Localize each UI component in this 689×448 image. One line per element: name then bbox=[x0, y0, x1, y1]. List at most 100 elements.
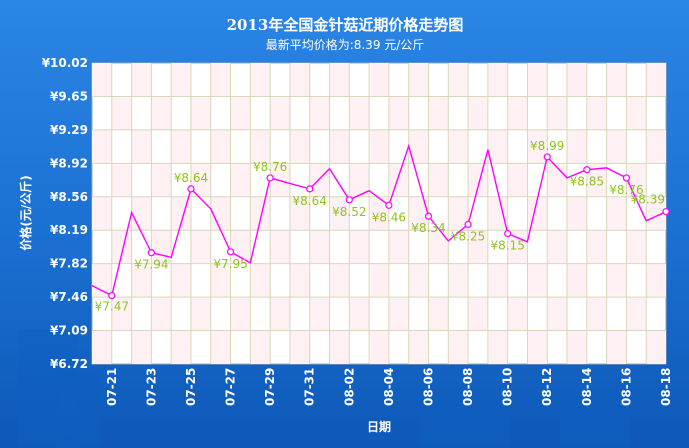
plot-cell bbox=[428, 230, 449, 264]
plot-cell bbox=[131, 129, 152, 164]
plot-cell bbox=[547, 230, 568, 264]
plot-cell bbox=[388, 297, 409, 331]
plot-cell bbox=[349, 230, 370, 264]
data-label: ¥8.46 bbox=[372, 210, 406, 224]
plot-cell bbox=[487, 196, 508, 231]
plot-cell bbox=[289, 330, 310, 364]
data-label: ¥8.76 bbox=[609, 183, 643, 197]
x-tick-label: 08-02 bbox=[342, 368, 356, 406]
plot-cell bbox=[527, 263, 548, 298]
plot-cell bbox=[131, 263, 152, 298]
plot-cell bbox=[547, 96, 568, 130]
plot-cell bbox=[527, 63, 548, 97]
y-tick-label: ¥6.72 bbox=[50, 357, 88, 371]
data-point bbox=[543, 153, 551, 161]
decor-block-0 bbox=[18, 330, 78, 448]
data-label: ¥8.39 bbox=[631, 193, 665, 207]
plot-cell bbox=[190, 297, 211, 331]
plot-cell bbox=[309, 297, 330, 331]
plot-cell bbox=[349, 96, 370, 130]
plot-cell bbox=[586, 163, 607, 197]
plot-cell bbox=[408, 63, 429, 97]
plot-cell bbox=[646, 63, 666, 97]
plot-cell bbox=[448, 196, 469, 231]
plot-cell bbox=[408, 196, 429, 231]
data-labels: ¥7.47 ¥7.94 ¥8.64 ¥7.95 ¥8.76 ¥8.64 ¥8.52 ¥8.46… bbox=[95, 139, 665, 314]
plot-cell bbox=[408, 330, 429, 364]
plot-cell bbox=[369, 263, 389, 298]
x-tick-label: 08-16 bbox=[619, 368, 633, 406]
plot-cell bbox=[527, 330, 548, 364]
data-label: ¥8.34 bbox=[411, 221, 445, 235]
plot-cell bbox=[111, 96, 132, 130]
plot-cell bbox=[369, 63, 389, 97]
x-tick-label: 07-31 bbox=[303, 368, 317, 406]
x-tick-label: 08-14 bbox=[580, 368, 594, 406]
plot-cell bbox=[270, 230, 290, 264]
plot-cell bbox=[250, 263, 271, 298]
plot-cell bbox=[250, 63, 271, 97]
data-point bbox=[583, 166, 591, 174]
plot-cell bbox=[408, 129, 429, 164]
plot-cell bbox=[171, 330, 191, 364]
data-label: ¥7.94 bbox=[134, 258, 168, 272]
plot-cell bbox=[487, 263, 508, 298]
plot-cell bbox=[210, 330, 231, 364]
plot-cell bbox=[606, 63, 627, 97]
plot-cell bbox=[468, 96, 488, 130]
plot-cell bbox=[507, 297, 528, 331]
plot-cell bbox=[448, 63, 469, 97]
plot-cell bbox=[111, 297, 132, 331]
plot-cell bbox=[190, 96, 211, 130]
x-tick-label: 07-29 bbox=[263, 368, 277, 406]
plot-cell bbox=[270, 297, 290, 331]
x-tick-label: 08-04 bbox=[382, 368, 396, 406]
x-tick-label: 07-25 bbox=[184, 368, 198, 406]
y-tick-label: ¥8.92 bbox=[50, 156, 88, 170]
plot-cell bbox=[230, 163, 251, 197]
plot-cell bbox=[468, 297, 488, 331]
plot-cell bbox=[547, 297, 568, 331]
plot-cell bbox=[626, 96, 647, 130]
plot-cell bbox=[487, 129, 508, 164]
y-axis-title: 价格(元/公斤) bbox=[18, 175, 33, 250]
data-label: ¥8.25 bbox=[451, 229, 485, 243]
price-series-line bbox=[91, 143, 667, 297]
plot-cell bbox=[606, 129, 627, 164]
plot-cell bbox=[171, 263, 191, 298]
plot-cell bbox=[468, 163, 488, 197]
y-tick-label: ¥7.82 bbox=[50, 257, 88, 271]
plot-cell bbox=[369, 330, 389, 364]
x-tick-label: 08-08 bbox=[461, 368, 475, 406]
data-point bbox=[385, 201, 393, 209]
plot-cell bbox=[586, 96, 607, 130]
plot-cell bbox=[646, 129, 666, 164]
plot-pattern bbox=[92, 63, 666, 364]
plot-cell bbox=[388, 96, 409, 130]
plot-cell bbox=[507, 230, 528, 264]
plot-cell bbox=[329, 196, 350, 231]
plot-cell bbox=[309, 230, 330, 264]
data-label: ¥8.85 bbox=[570, 175, 604, 189]
plot-cell bbox=[131, 63, 152, 97]
plot-cell bbox=[151, 230, 172, 264]
y-tick-label: ¥7.46 bbox=[50, 290, 88, 304]
plot-cell bbox=[606, 330, 627, 364]
plot-cell bbox=[289, 63, 310, 97]
y-tick-label: ¥10.02 bbox=[42, 56, 88, 70]
plot-cell bbox=[171, 63, 191, 97]
plot-cell bbox=[111, 163, 132, 197]
plot-cell bbox=[606, 196, 627, 231]
plot-cell bbox=[329, 129, 350, 164]
plot-cell bbox=[586, 297, 607, 331]
data-point bbox=[108, 291, 116, 300]
x-tick-label: 08-10 bbox=[501, 368, 515, 406]
data-label: ¥8.76 bbox=[253, 160, 287, 174]
plot-cell bbox=[428, 163, 449, 197]
decor-block-1 bbox=[60, 370, 100, 448]
plot-cell bbox=[210, 63, 231, 97]
plot-cell bbox=[289, 263, 310, 298]
y-axis-ticks: ¥6.72 ¥7.09 ¥7.46 ¥7.82 ¥8.19 ¥8.56 ¥8.92 ¥9.29… bbox=[42, 56, 88, 371]
plot-cell bbox=[527, 129, 548, 164]
